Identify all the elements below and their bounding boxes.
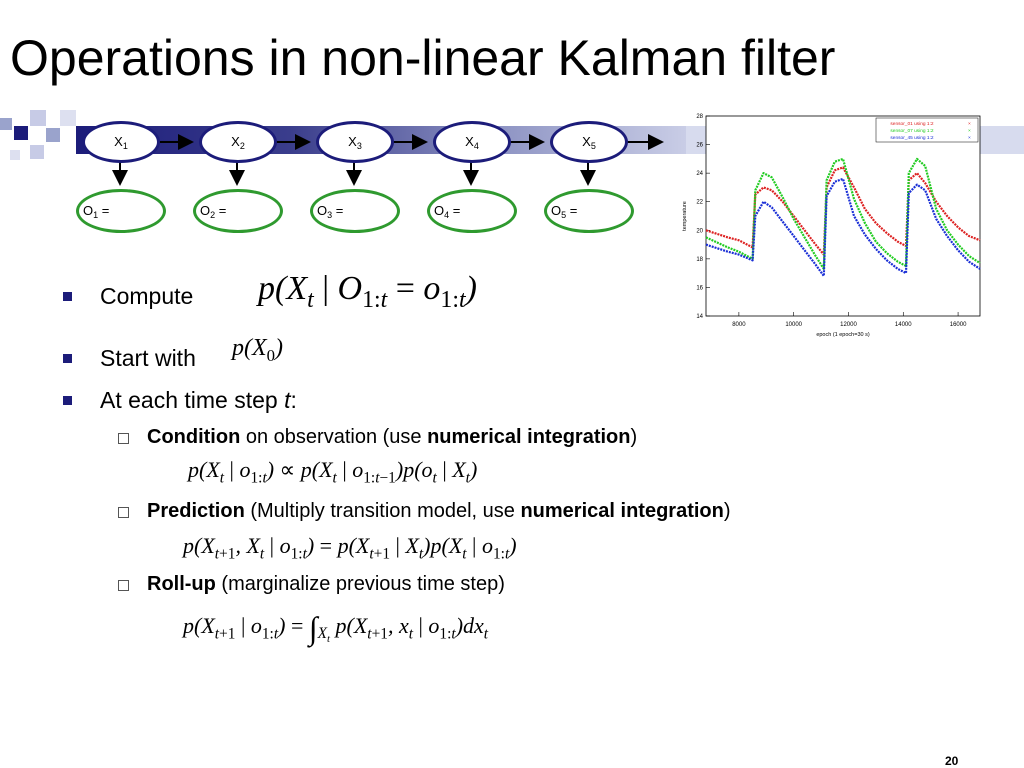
subbullet-condition: Condition on observation (use numerical …	[147, 426, 638, 448]
decor-square	[14, 126, 28, 140]
state-node: X3	[316, 121, 394, 163]
decor-square	[0, 118, 12, 130]
plot-frame	[705, 115, 981, 317]
decor-square	[30, 110, 46, 126]
state-node: X4	[433, 121, 511, 163]
series-line	[705, 157, 981, 270]
decor-square	[60, 110, 76, 126]
page-number: 20	[945, 754, 959, 768]
decor-square	[10, 150, 20, 160]
y-tick-label: 20	[696, 228, 703, 234]
legend-label: sensor_45 using 1:2	[890, 135, 934, 141]
x-tick-label: 12000	[840, 322, 857, 328]
legend-label: sensor_07 using 1:2	[890, 128, 934, 134]
x-tick-label: 8000	[732, 322, 746, 328]
legend-marker: ×	[968, 121, 971, 127]
chain-arrows	[112, 134, 664, 186]
slide-title: Operations in non-linear Kalman filter	[10, 30, 836, 86]
bullet-marker	[63, 354, 72, 363]
legend-box	[875, 117, 979, 143]
legend-marker: ×	[968, 128, 971, 134]
bullet-start: Start with	[100, 345, 196, 371]
observation-node: O1 =	[76, 189, 166, 233]
y-axis-label: temperature	[682, 201, 688, 231]
subbullet-marker	[118, 433, 129, 444]
y-tick-label: 22	[696, 200, 703, 206]
legend-label: sensor_01 using 1:2	[890, 121, 934, 127]
bullet-marker	[63, 396, 72, 405]
subbullet-marker	[118, 507, 129, 518]
y-tick-label: 18	[696, 257, 703, 263]
state-node: X5	[550, 121, 628, 163]
y-tick-label: 16	[696, 285, 703, 291]
series-line	[705, 166, 981, 256]
subbullet-rollup: Roll-up (marginalize previous time step)	[147, 573, 505, 595]
state-node: X1	[82, 121, 160, 163]
y-tick-label: 24	[696, 171, 703, 177]
formula-prior: p(X0)	[232, 335, 284, 365]
temperature-chart: 8000 10000 12000 14000 16000 14 16 18 20 22 24 26 28…	[682, 114, 981, 338]
y-tick-label: 14	[696, 314, 703, 320]
bullet-compute: Compute	[100, 283, 194, 309]
formula-prediction: p(Xt+1, Xt | o1:t) = p(Xt+1 | Xt)p(Xt | …	[183, 533, 517, 563]
subbullet-marker	[118, 580, 129, 591]
formula-rollup: p(Xt+1 | o1:t) = ∫Xt p(Xt+1, xt | o1:t)d…	[183, 610, 489, 646]
decor-square	[30, 145, 44, 159]
observation-node: O4 =	[427, 189, 517, 233]
x-tick-label: 10000	[785, 322, 802, 328]
x-axis-label: epoch (1 epoch=30 s)	[816, 332, 870, 338]
observation-node: O5 =	[544, 189, 634, 233]
formula-compute: p(Xt | O1:t = o1:t)	[258, 270, 477, 313]
y-tick-label: 26	[696, 143, 703, 149]
decor-square	[46, 128, 60, 142]
state-node: X2	[199, 121, 277, 163]
observation-node: O3 =	[310, 189, 400, 233]
formula-condition: p(Xt | o1:t) ∝ p(Xt | o1:t−1)p(ot | Xt)	[188, 457, 478, 487]
bullet-each-step: At each time step t:	[100, 387, 297, 413]
observation-node: O2 =	[193, 189, 283, 233]
legend-marker: ×	[968, 135, 971, 141]
x-tick-label: 14000	[895, 322, 912, 328]
x-tick-label: 16000	[950, 322, 967, 328]
series-line	[705, 177, 981, 278]
subbullet-prediction: Prediction (Multiply transition model, u…	[147, 500, 731, 522]
y-tick-label: 28	[696, 114, 703, 120]
bullet-marker	[63, 292, 72, 301]
